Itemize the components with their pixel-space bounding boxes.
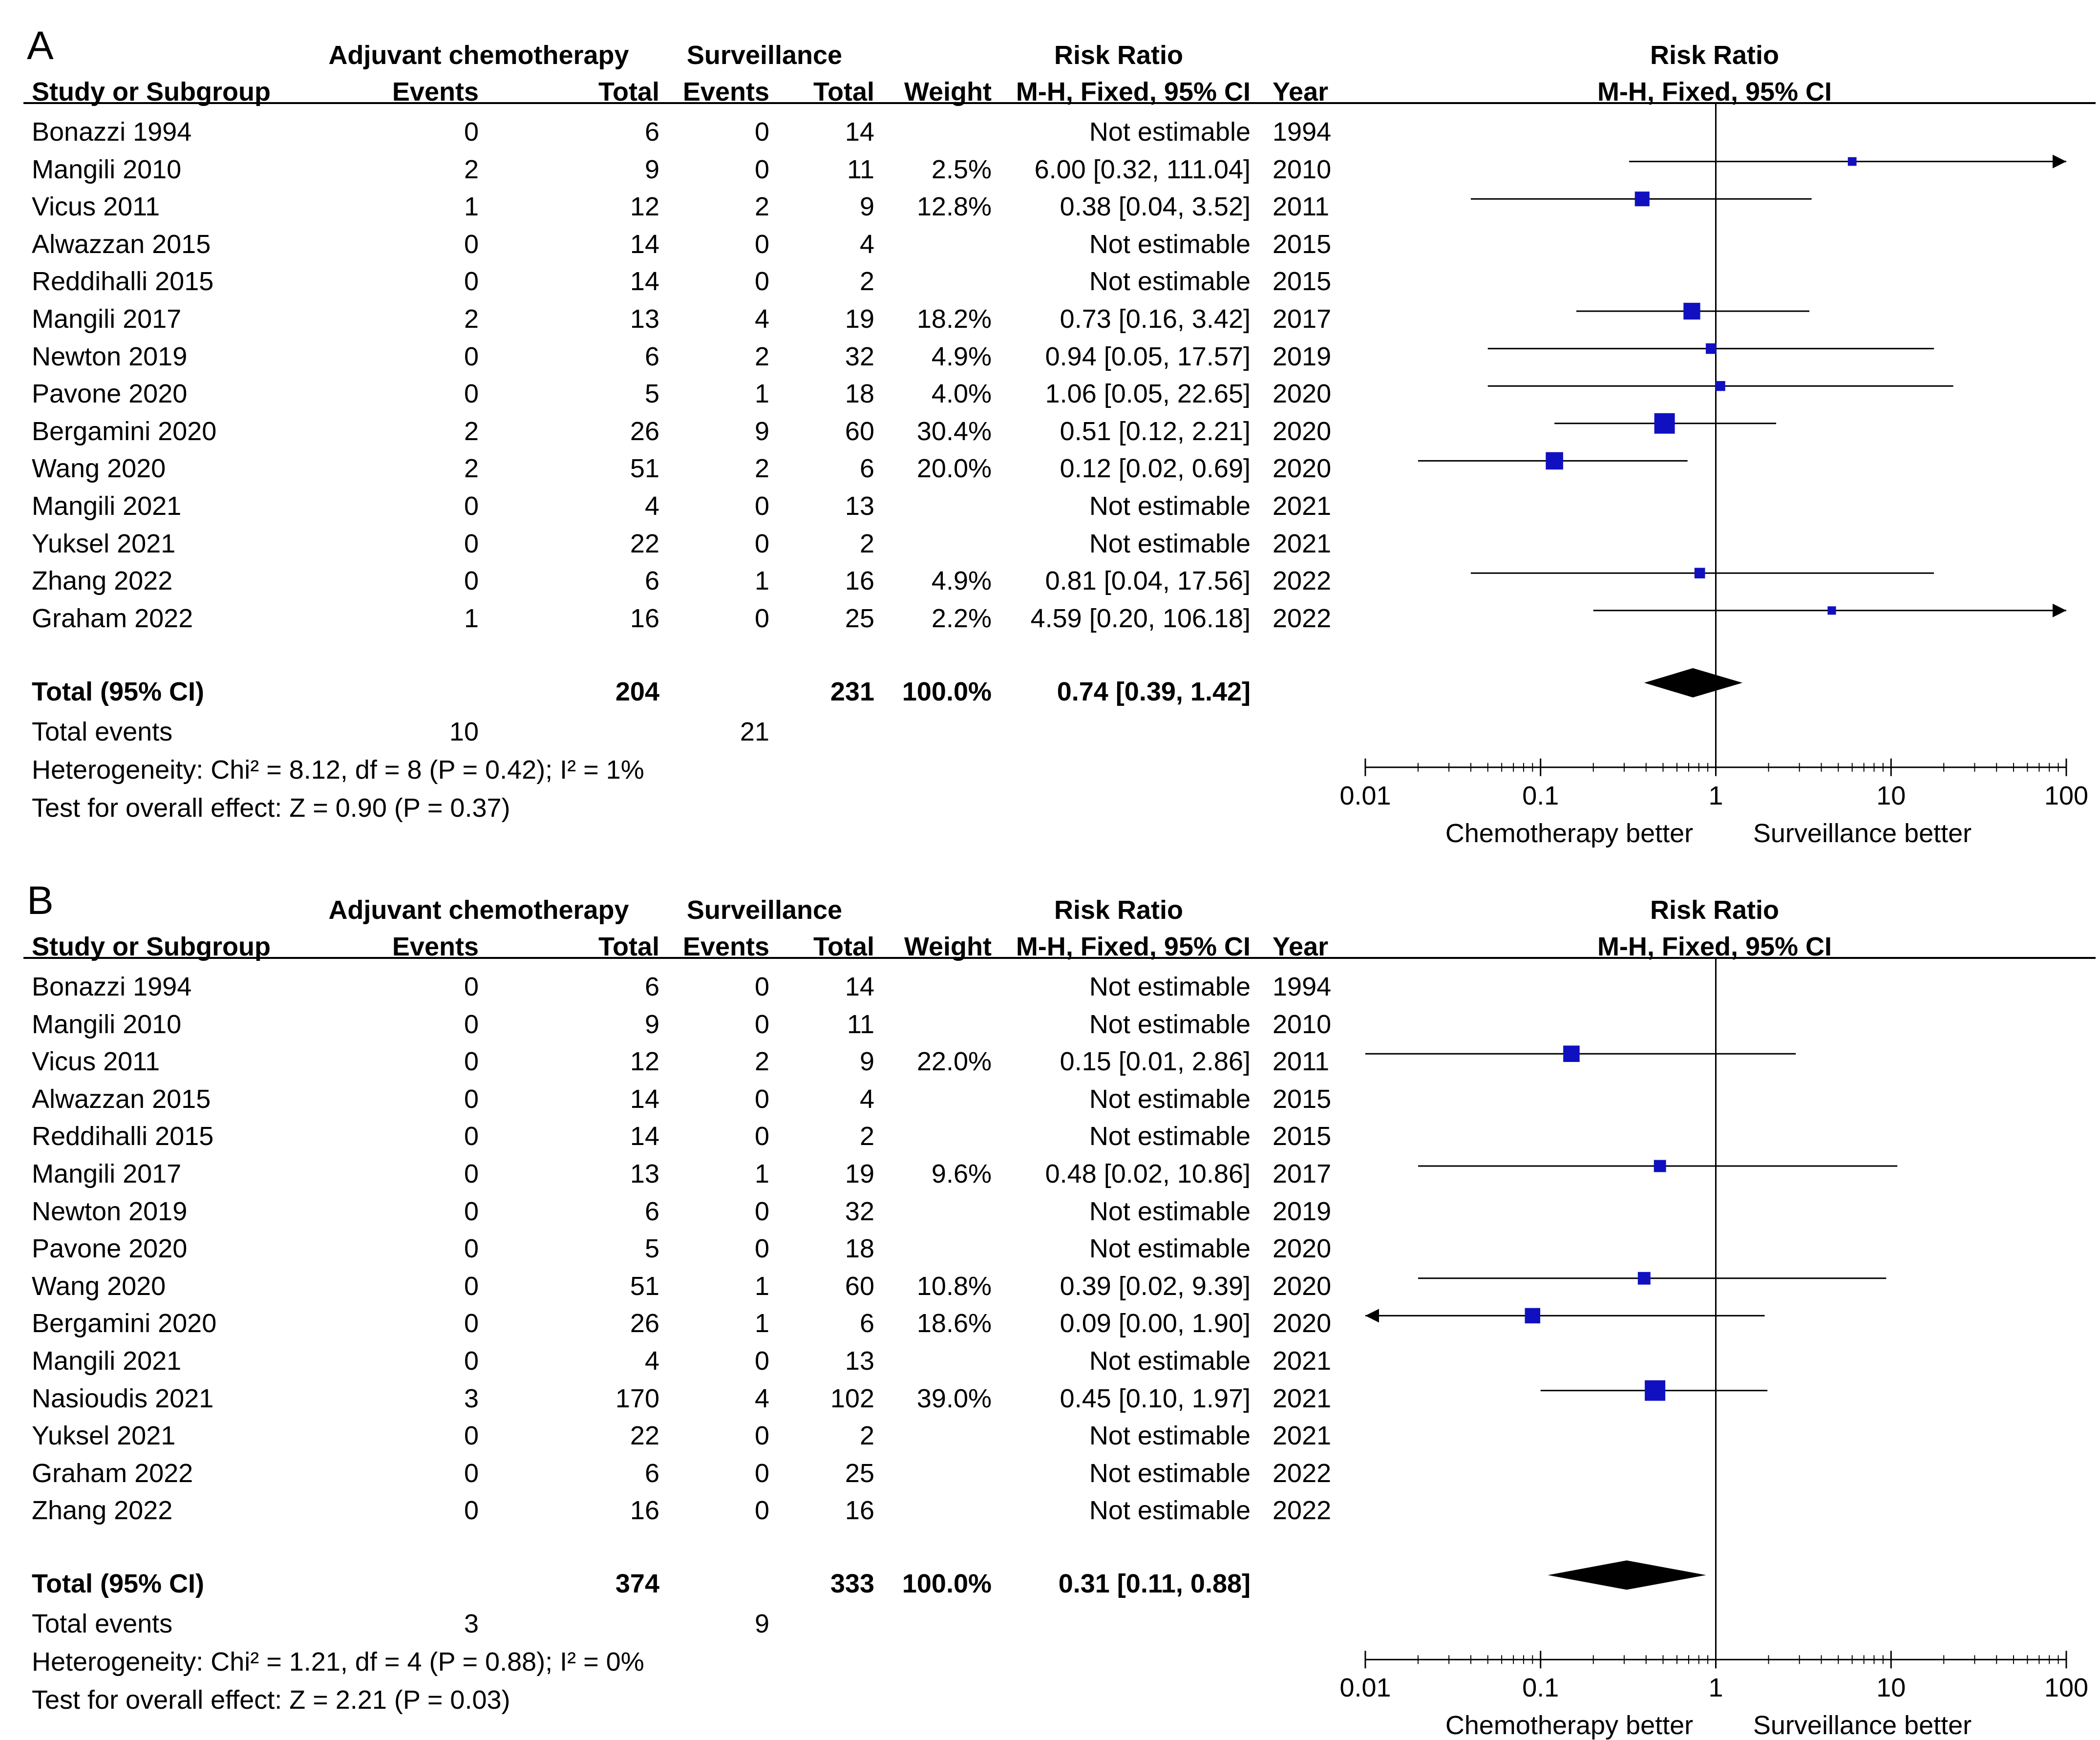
point-estimate-marker [1654, 1160, 1666, 1172]
favours-surveillance-label: Surveillance better [1521, 1712, 2100, 1739]
point-estimate-marker [1635, 191, 1650, 206]
point-estimate-marker [1695, 568, 1705, 578]
point-estimate-marker [1715, 381, 1725, 391]
point-estimate-marker [1683, 303, 1700, 319]
x-axis-tick-label: 100 [1724, 1675, 2100, 1701]
point-estimate-marker [1655, 413, 1675, 434]
pooled-estimate-diamond [1644, 668, 1742, 698]
ci-arrow-right [2053, 604, 2066, 617]
point-estimate-marker [1525, 1308, 1540, 1323]
ci-arrow-left [1365, 1309, 1379, 1322]
forest-plot [0, 855, 2100, 1710]
forest-plot [0, 0, 2100, 855]
point-estimate-marker [1645, 1380, 1665, 1401]
point-estimate-marker [1638, 1272, 1651, 1285]
x-axis-tick-label: 100 [1724, 783, 2100, 809]
pooled-estimate-diamond [1548, 1560, 1706, 1590]
point-estimate-marker [1563, 1045, 1580, 1062]
point-estimate-marker [1546, 452, 1563, 470]
point-estimate-marker [1706, 343, 1717, 354]
favours-surveillance-label: Surveillance better [1521, 820, 2100, 847]
ci-arrow-right [2053, 155, 2066, 169]
point-estimate-marker [1848, 157, 1857, 166]
point-estimate-marker [1827, 606, 1836, 615]
